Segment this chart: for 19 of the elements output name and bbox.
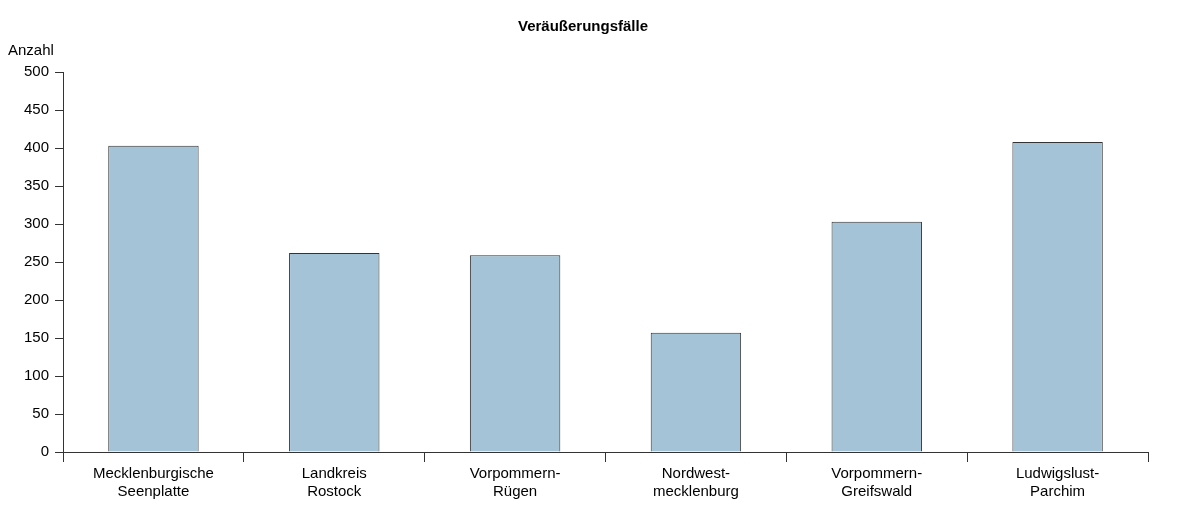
y-tick-label: 150 — [24, 328, 50, 346]
y-tick-label: 100 — [24, 366, 50, 384]
x-tick-label: Mecklenburgische Seenplatte — [92, 464, 214, 500]
chart-title: Veräußerungsfälle — [517, 17, 649, 35]
x-tick-label: Ludwigslust-Parchim — [1015, 464, 1100, 500]
x-tick-label: Vorpommern-Rügen — [469, 464, 561, 500]
x-tick-label: Landkreis Rostock — [301, 464, 367, 500]
y-tick-label: 450 — [24, 100, 50, 118]
x-tick-label: Nordwest-mecklenburg — [652, 464, 739, 500]
y-tick-label: 250 — [24, 252, 50, 270]
y-tick-label: 500 — [24, 62, 50, 80]
y-tick-label: 300 — [24, 214, 50, 232]
y-tick-label: 350 — [24, 176, 50, 194]
x-tick-label: Vorpommern-Greifswald — [831, 464, 923, 500]
y-tick-label: 400 — [24, 138, 50, 156]
y-tick-label: 200 — [24, 290, 50, 308]
y-tick-label: 50 — [32, 404, 50, 422]
y-axis-title: Anzahl — [8, 40, 54, 58]
y-tick-label: 0 — [40, 442, 50, 460]
